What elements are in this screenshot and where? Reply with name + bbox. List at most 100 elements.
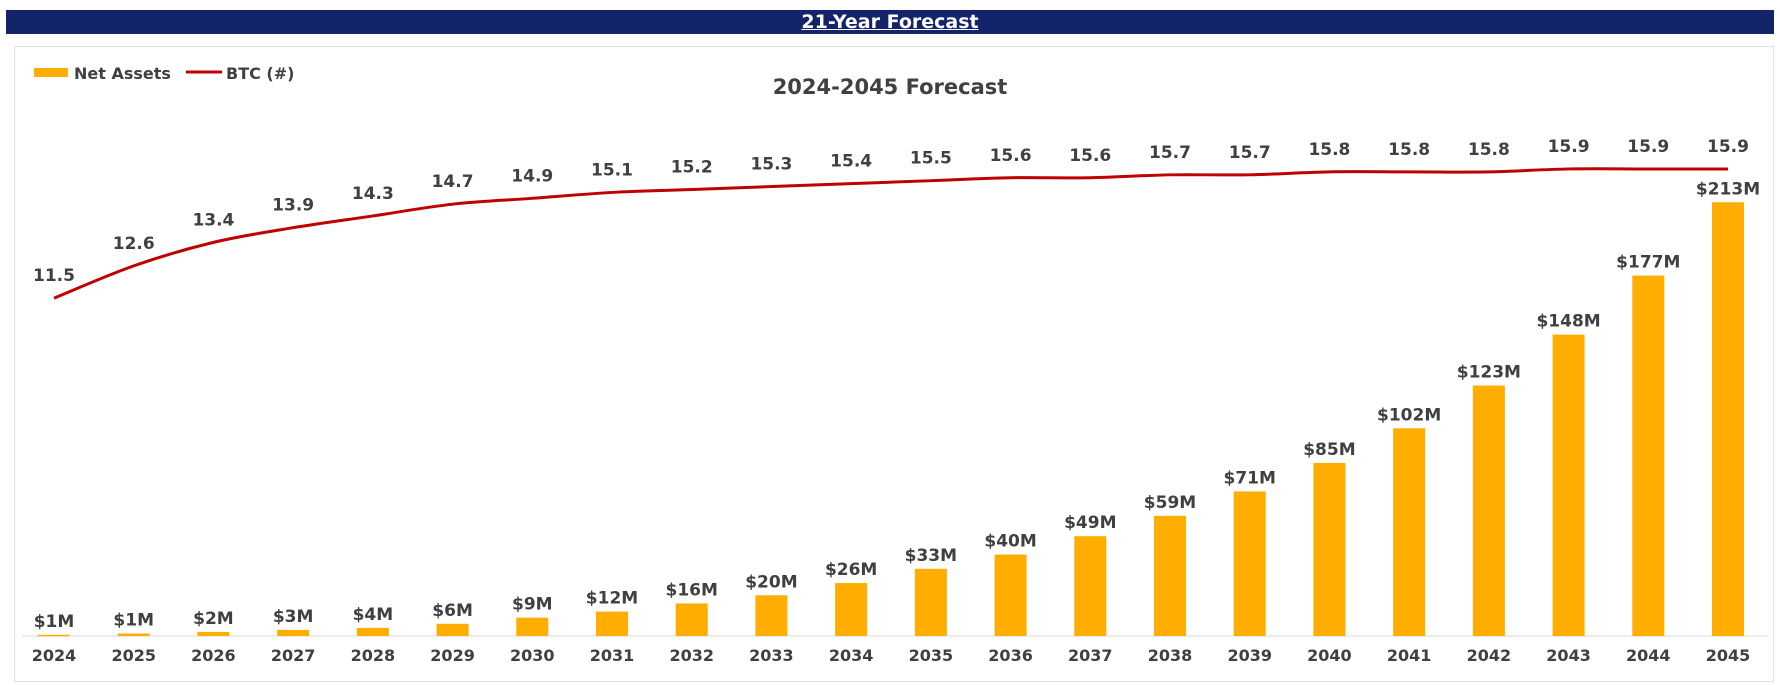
chart-title: 2024-2045 Forecast: [773, 75, 1008, 99]
line-label-2039: 15.7: [1229, 143, 1271, 163]
x-tick-2039: 2039: [1227, 646, 1272, 665]
x-tick-2036: 2036: [988, 646, 1033, 665]
x-tick-2038: 2038: [1148, 646, 1193, 665]
x-tick-2041: 2041: [1387, 646, 1432, 665]
bar-2030: [516, 617, 549, 636]
forecast-banner: 21-Year Forecast: [6, 10, 1774, 34]
bar-2036: [994, 554, 1027, 636]
bar-2038: [1154, 515, 1186, 636]
bar-2044: [1632, 275, 1665, 636]
bar-2024: [38, 634, 70, 637]
bar-label-2028: $4M: [353, 605, 394, 625]
line-label-2034: 15.4: [830, 152, 872, 172]
bar-2025: [117, 633, 150, 636]
bar-label-group: $1M $1M $2M $3M $4M $6M $9M $12M $16M $20M $26M $33…: [34, 179, 1760, 632]
x-tick-2043: 2043: [1546, 646, 1591, 665]
bar-2026: [197, 631, 230, 636]
line-label-2044: 15.9: [1627, 137, 1669, 157]
bar-2029: [436, 623, 469, 636]
bar-2027: [277, 629, 310, 636]
x-tick-2033: 2033: [749, 646, 794, 665]
x-tick-2031: 2031: [590, 646, 635, 665]
x-tick-2037: 2037: [1068, 646, 1113, 665]
line-label-2043: 15.9: [1548, 137, 1590, 157]
x-tick-2045: 2045: [1706, 646, 1751, 665]
btc-line: [53, 167, 1728, 300]
bar-label-2042: $123M: [1457, 363, 1521, 383]
line-label-2040: 15.8: [1308, 140, 1350, 160]
x-tick-2027: 2027: [271, 646, 316, 665]
bar-2037: [1074, 536, 1107, 636]
x-tick-2030: 2030: [510, 646, 555, 665]
bar-2045: [1712, 202, 1744, 636]
x-tick-2025: 2025: [111, 646, 156, 665]
bar-label-2036: $40M: [984, 532, 1036, 552]
bar-2033: [755, 595, 788, 636]
x-tick-2026: 2026: [191, 646, 236, 665]
line-label-2041: 15.8: [1388, 140, 1430, 160]
bar-2043: [1552, 334, 1585, 636]
line-label-2045: 15.9: [1707, 137, 1749, 157]
legend-swatch-net-assets: [34, 68, 68, 77]
bar-label-2044: $177M: [1616, 253, 1680, 273]
bar-label-2026: $2M: [193, 609, 234, 629]
line-label-2031: 15.1: [591, 160, 633, 180]
bar-2035: [914, 568, 947, 636]
bar-label-2043: $148M: [1536, 312, 1600, 332]
chart-legend: Net Assets BTC (#): [34, 64, 294, 83]
bar-label-2024: $1M: [34, 612, 75, 632]
bar-label-2034: $26M: [825, 560, 877, 580]
bar-label-2037: $49M: [1064, 513, 1116, 533]
bar-label-2045: $213M: [1696, 179, 1760, 199]
line-label-2028: 14.3: [352, 184, 394, 204]
bar-label-2033: $20M: [745, 572, 797, 592]
x-tick-2034: 2034: [829, 646, 874, 665]
banner-title: 21-Year Forecast: [801, 11, 979, 33]
bar-label-2035: $33M: [905, 546, 957, 566]
line-series: [53, 167, 1728, 300]
line-label-2032: 15.2: [671, 158, 713, 178]
bar-label-2029: $6M: [432, 601, 473, 621]
legend-label-net-assets: Net Assets: [74, 64, 171, 83]
x-tick-2029: 2029: [430, 646, 475, 665]
bar-label-2030: $9M: [512, 595, 553, 615]
bar-label-2040: $85M: [1303, 440, 1355, 460]
bar-2040: [1313, 462, 1346, 636]
x-tick-2028: 2028: [351, 646, 396, 665]
bar-2039: [1233, 491, 1266, 636]
bar-2041: [1393, 428, 1426, 636]
line-label-2029: 14.7: [432, 172, 474, 192]
bar-2042: [1472, 385, 1505, 636]
line-label-2038: 15.7: [1149, 143, 1191, 163]
bar-label-2038: $59M: [1144, 493, 1196, 513]
bar-label-2039: $71M: [1224, 468, 1276, 488]
line-label-2033: 15.3: [750, 155, 792, 175]
line-label-2035: 15.5: [910, 149, 952, 169]
line-label-2037: 15.6: [1069, 146, 1111, 166]
x-tick-2044: 2044: [1626, 646, 1671, 665]
line-label-2027: 13.9: [272, 196, 314, 216]
x-tick-2042: 2042: [1467, 646, 1512, 665]
line-label-2024: 11.5: [33, 266, 75, 286]
x-tick-2040: 2040: [1307, 646, 1352, 665]
line-label-2042: 15.8: [1468, 140, 1510, 160]
line-label-2036: 15.6: [990, 146, 1032, 166]
bar-label-2027: $3M: [273, 607, 314, 627]
bar-label-2031: $12M: [586, 589, 638, 609]
line-label-2030: 14.9: [511, 166, 553, 186]
bar-2031: [596, 611, 628, 636]
line-label-2025: 12.6: [113, 234, 155, 254]
bar-series: [38, 202, 1744, 637]
bar-label-2032: $16M: [666, 580, 718, 600]
bar-2032: [675, 603, 708, 636]
bar-2034: [835, 583, 868, 636]
x-tick-2035: 2035: [909, 646, 954, 665]
bar-label-2041: $102M: [1377, 405, 1441, 425]
line-label-group: 11.5 12.6 13.4 13.9 14.3 14.7 14.9 15.1 15.2 15.3…: [33, 137, 1749, 286]
bar-2028: [356, 627, 389, 636]
bar-label-2025: $1M: [113, 611, 154, 631]
line-label-2026: 13.4: [192, 210, 234, 230]
legend-label-btc: BTC (#): [226, 64, 294, 83]
x-tick-2024: 2024: [32, 646, 77, 665]
